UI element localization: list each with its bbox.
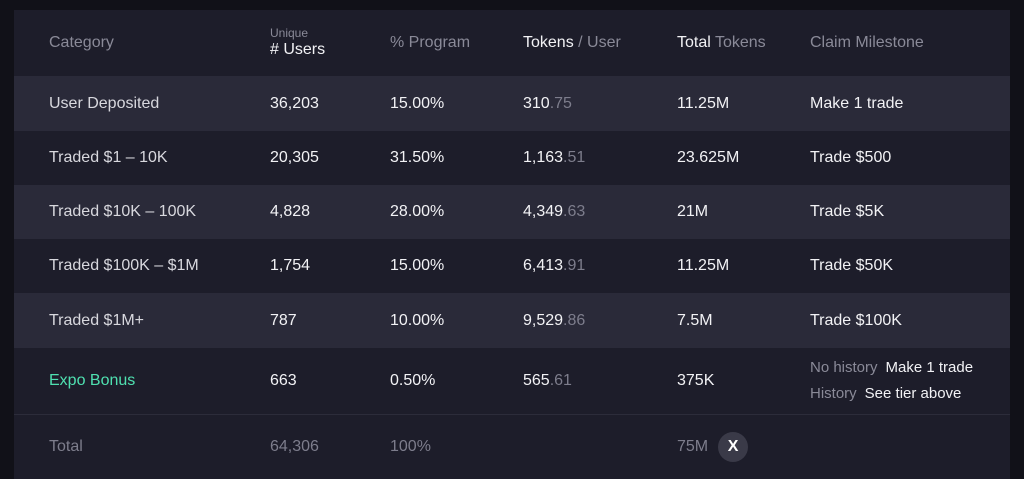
tokens-decimal: .86	[563, 311, 586, 329]
total-tokens-cell: 75M X	[677, 415, 749, 479]
history-label: History	[810, 385, 857, 402]
row-tokens-per-user: 9,529.86	[523, 293, 585, 348]
tokens-decimal: .75	[549, 94, 572, 112]
tokens-decimal: .63	[563, 203, 586, 220]
token-distribution-table: Category Unique # Users % Program Tokens…	[14, 10, 1010, 479]
header-per-user-label: / User	[573, 34, 621, 51]
tokens-integer: 565	[523, 372, 550, 389]
row-milestone: Make 1 trade	[810, 94, 904, 112]
row-total-tokens: 23.625M	[677, 149, 740, 166]
row-tokens-per-user: 4,349.63	[523, 185, 585, 239]
header-total-label: Total	[677, 34, 711, 51]
bonus-milestone: No history Make 1 trade History See tier a…	[810, 348, 973, 414]
header-claim-milestone: Claim Milestone	[810, 34, 924, 51]
bonus-users: 663	[270, 372, 297, 389]
row-milestone: Trade $100K	[810, 311, 902, 329]
table-row: Traded $1M+ 787 10.00% 9,529.86 7.5M Tra…	[14, 293, 1010, 348]
table-row: Traded $100K – $1M 1,754 15.00% 6,413.91…	[14, 239, 1010, 293]
header-tokens-label: Tokens	[523, 34, 574, 51]
row-total-tokens: 7.5M	[677, 311, 713, 329]
total-label: Total	[49, 438, 83, 455]
tokens-decimal: .61	[549, 372, 572, 389]
row-program: 15.00%	[390, 94, 445, 112]
header-users-small: Unique	[270, 26, 309, 40]
table-header: Category Unique # Users % Program Tokens…	[14, 10, 1010, 76]
table-row-bonus: Expo Bonus 663 0.50% 565.61 375K No hist…	[14, 348, 1010, 414]
header-users-big: # Users	[270, 41, 326, 58]
table-row: User Deposited 36,203 15.00% 310.75 11.2…	[14, 76, 1010, 131]
row-tokens-per-user: 1,163.51	[523, 131, 585, 185]
row-total-tokens: 11.25M	[677, 257, 730, 274]
row-program: 31.50%	[390, 149, 445, 166]
row-milestone: Trade $50K	[810, 257, 894, 274]
tokens-integer: 4,349	[523, 203, 564, 220]
row-users: 36,203	[270, 94, 319, 112]
row-category: Traded $1 – 10K	[49, 149, 168, 166]
bonus-program: 0.50%	[390, 372, 436, 389]
header-tokens-rest-label: Tokens	[710, 34, 766, 51]
row-users: 787	[270, 311, 297, 329]
row-users: 1,754	[270, 257, 311, 274]
tokens-integer: 6,413	[523, 257, 564, 274]
history-value: See tier above	[864, 385, 962, 402]
row-program: 10.00%	[390, 311, 445, 329]
row-tokens-per-user: 6,413.91	[523, 239, 585, 293]
table-row-total: Total 64,306 100% 75M X	[14, 415, 1010, 479]
row-category: Traded $10K – 100K	[49, 203, 197, 220]
no-history-value: Make 1 trade	[885, 359, 974, 376]
row-users: 4,828	[270, 203, 311, 220]
row-category: Traded $1M+	[49, 311, 145, 329]
tokens-integer: 310	[523, 94, 550, 112]
row-total-tokens: 21M	[677, 203, 709, 220]
bonus-history-line: History See tier above	[810, 381, 961, 407]
tokens-integer: 1,163	[523, 149, 564, 166]
header-tokens-per-user: Tokens / User	[523, 10, 621, 76]
bonus-tokens-per-user: 565.61	[523, 348, 572, 414]
bonus-no-history-line: No history Make 1 trade	[810, 355, 973, 381]
x-logo-icon[interactable]: X	[718, 432, 749, 462]
row-milestone: Trade $500	[810, 149, 892, 166]
row-milestone: Trade $5K	[810, 203, 885, 220]
row-tokens-per-user: 310.75	[523, 76, 572, 131]
tokens-decimal: .91	[563, 257, 586, 274]
total-tokens: 75M	[677, 438, 709, 455]
tokens-decimal: .51	[563, 149, 586, 166]
table-row: Traded $10K – 100K 4,828 28.00% 4,349.63…	[14, 185, 1010, 239]
bonus-total-tokens: 375K	[677, 372, 715, 389]
tokens-integer: 9,529	[523, 311, 564, 329]
header-total-tokens: Total Tokens	[677, 10, 766, 76]
total-program: 100%	[390, 438, 431, 455]
total-users: 64,306	[270, 438, 319, 455]
header-program: % Program	[390, 34, 471, 51]
row-category: User Deposited	[49, 94, 160, 112]
row-category: Traded $100K – $1M	[49, 257, 199, 274]
total-divider	[14, 414, 1010, 415]
row-program: 15.00%	[390, 257, 445, 274]
row-program: 28.00%	[390, 203, 445, 220]
header-category: Category	[49, 34, 114, 51]
table-row: Traded $1 – 10K 20,305 31.50% 1,163.51 2…	[14, 131, 1010, 185]
row-total-tokens: 11.25M	[677, 94, 730, 112]
bonus-category: Expo Bonus	[49, 372, 136, 389]
no-history-label: No history	[810, 359, 878, 376]
row-users: 20,305	[270, 149, 319, 166]
header-users: Unique # Users	[270, 10, 325, 76]
